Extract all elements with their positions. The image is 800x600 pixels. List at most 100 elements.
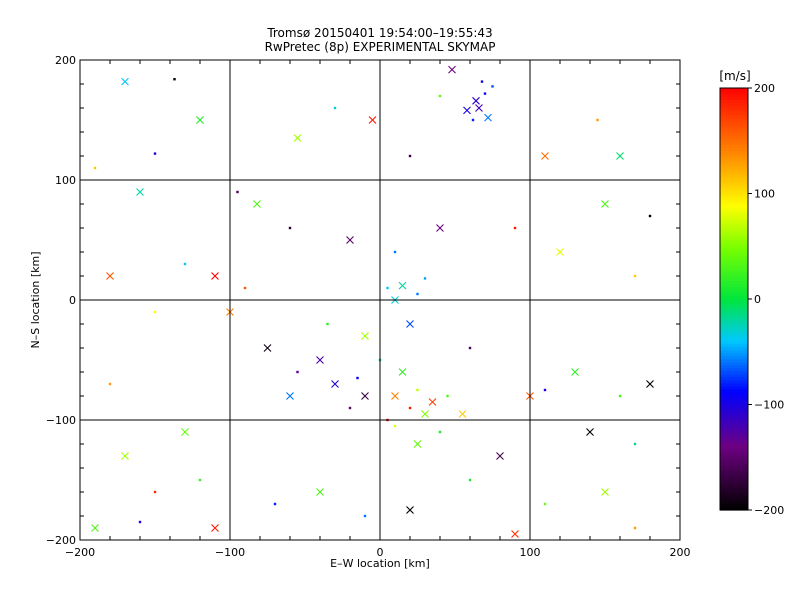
data-point xyxy=(416,388,419,392)
data-point xyxy=(633,526,637,530)
colorbar-segment xyxy=(720,503,748,508)
colorbar-segment xyxy=(720,506,748,511)
data-point xyxy=(386,286,389,290)
data-point xyxy=(406,320,414,328)
colorbar-segment xyxy=(720,163,748,167)
colorbar-segment xyxy=(720,374,748,378)
colorbar-segment xyxy=(720,356,748,360)
grid-lines xyxy=(80,60,680,540)
colorbar-tick-label: 0 xyxy=(754,293,761,306)
data-point xyxy=(472,96,480,105)
data-point xyxy=(243,286,247,290)
colorbar-segment xyxy=(720,217,748,222)
colorbar-segment xyxy=(720,320,748,324)
data-point xyxy=(121,452,129,460)
colorbar-segment xyxy=(720,235,748,240)
data-point xyxy=(543,502,547,506)
colorbar-segment xyxy=(720,410,748,415)
scatter-points xyxy=(91,65,654,538)
colorbar-segment xyxy=(720,389,748,394)
colorbar-tick-label: −100 xyxy=(754,399,784,412)
colorbar-segment xyxy=(720,302,748,306)
colorbar-segment xyxy=(720,184,748,189)
data-point xyxy=(211,524,219,532)
data-point xyxy=(413,440,422,448)
data-point xyxy=(616,152,624,160)
data-point xyxy=(138,520,142,524)
data-point xyxy=(236,190,239,194)
colorbar-segment xyxy=(720,467,748,472)
colorbar-segment xyxy=(720,136,748,140)
data-point xyxy=(556,248,564,256)
colorbar-segment xyxy=(720,205,748,210)
colorbar-segment xyxy=(720,190,748,195)
data-point xyxy=(393,250,397,254)
colorbar-segment xyxy=(720,332,748,336)
colorbar-segment xyxy=(720,193,748,198)
colorbar-segment xyxy=(720,494,748,499)
data-point xyxy=(346,236,354,244)
colorbar-segment xyxy=(720,416,748,421)
data-point xyxy=(361,332,369,340)
colorbar-segment xyxy=(720,401,748,406)
x-tick-label: 100 xyxy=(520,546,541,559)
data-point xyxy=(416,292,419,296)
data-point xyxy=(468,478,472,482)
data-point xyxy=(513,226,517,230)
colorbar-segment xyxy=(720,308,748,312)
data-point xyxy=(601,488,609,496)
data-point xyxy=(356,376,359,380)
colorbar-segment xyxy=(720,196,748,201)
colorbar-segment xyxy=(720,232,748,237)
colorbar-segment xyxy=(720,437,748,442)
data-point xyxy=(331,380,339,388)
colorbar-segment xyxy=(720,229,748,234)
data-point xyxy=(408,406,412,410)
data-point xyxy=(121,77,129,86)
data-point xyxy=(491,85,494,88)
data-point xyxy=(463,106,471,115)
data-point xyxy=(398,368,407,376)
colorbar-segment xyxy=(720,419,748,424)
data-point xyxy=(648,214,652,218)
colorbar-segment xyxy=(720,407,748,412)
data-point xyxy=(468,346,472,350)
data-point xyxy=(153,310,157,314)
colorbar-segment xyxy=(720,280,748,285)
data-point xyxy=(348,406,352,410)
colorbar-tick-label: 200 xyxy=(754,82,775,95)
data-point xyxy=(541,152,549,160)
colorbar-tick-label: 100 xyxy=(754,188,775,201)
colorbar-segment xyxy=(720,488,748,493)
data-point xyxy=(153,490,157,494)
data-point xyxy=(480,80,484,83)
colorbar xyxy=(719,87,749,511)
x-tick-label: 200 xyxy=(670,546,691,559)
data-point xyxy=(618,394,622,398)
x-tick-label: −200 xyxy=(65,546,95,559)
colorbar-segment xyxy=(720,368,748,372)
colorbar-segment xyxy=(720,425,748,430)
colorbar-segment xyxy=(720,377,748,381)
colorbar-segment xyxy=(720,289,748,294)
colorbar-segment xyxy=(720,428,748,433)
data-point xyxy=(368,116,377,124)
data-point xyxy=(646,380,654,388)
data-point xyxy=(91,524,99,532)
x-tick-label: 0 xyxy=(377,546,384,559)
data-point xyxy=(408,154,412,158)
colorbar-segment xyxy=(720,208,748,213)
colorbar-tick-label: −200 xyxy=(754,504,784,517)
colorbar-segment xyxy=(720,299,748,303)
data-point xyxy=(173,78,176,81)
colorbar-segment xyxy=(720,118,748,122)
colorbar-segment xyxy=(720,455,748,460)
colorbar-unit-label: [m/s] xyxy=(719,69,750,83)
colorbar-segment xyxy=(720,305,748,309)
data-point xyxy=(153,152,157,155)
colorbar-segment xyxy=(720,271,748,276)
data-point xyxy=(633,442,637,446)
chart-subtitle: RwPretec (8p) EXPERIMENTAL SKYMAP xyxy=(265,40,496,54)
colorbar-segment xyxy=(720,295,748,300)
colorbar-segment xyxy=(720,241,748,246)
